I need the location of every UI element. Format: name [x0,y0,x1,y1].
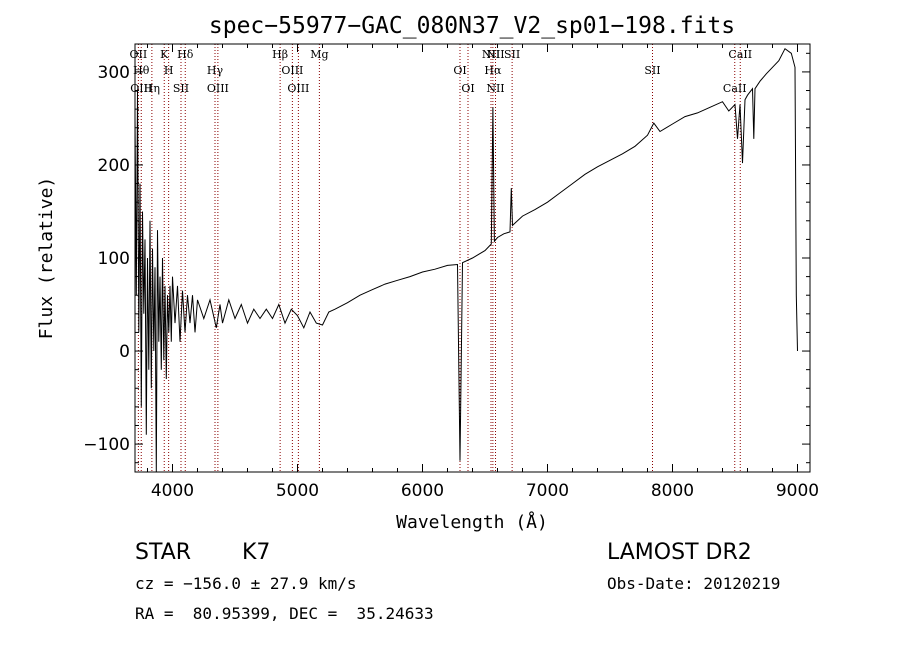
line-label: NII [486,48,504,61]
x-tick-label: 5000 [276,481,319,501]
line-label: CaII [728,48,752,61]
emission-line-markers [137,44,741,472]
y-tick-label: 200 [98,156,130,176]
coordinates-text: RA = 80.95399, DEC = 35.24633 [135,604,434,623]
y-tick-label: 300 [98,63,130,83]
line-label: Mg [310,48,328,61]
line-label: OII [130,48,148,61]
line-label: OI [461,82,474,95]
x-tick-label: 7000 [526,481,569,501]
x-tick-label: 9000 [776,481,819,501]
line-label: CaII [723,82,747,95]
line-label: SII [504,48,520,61]
line-label: Hη [144,82,160,95]
y-tick-label: −100 [83,435,130,455]
redshift-text: cz = −156.0 ± 27.9 km/s [135,574,357,593]
line-label: OIII [281,64,303,77]
line-label: OIII [207,82,229,95]
line-label: OIII [130,82,152,95]
line-label: SII [173,82,189,95]
spectrum-series-line [134,47,798,473]
line-label: NII [486,82,504,95]
y-axis-ticks: −100 0 100 200 300 [83,52,810,464]
x-axis-ticks: 4000 5000 6000 7000 8000 9000 [147,44,819,501]
emission-line-labels: OIIHθOIIIHηKHSIIHδHγOIIIHβOIIIOIIIMgOIOI… [130,48,753,95]
line-label: Hβ [272,48,288,61]
line-label: OIII [287,82,309,95]
y-tick-label: 100 [98,249,130,269]
line-label: Hθ [133,64,150,77]
y-tick-label: 0 [119,342,130,362]
line-label: Hδ [177,48,194,61]
line-label: NII [482,48,500,61]
line-label: Hγ [207,64,224,77]
line-label: H [164,64,174,77]
x-tick-label: 8000 [651,481,694,501]
y-axis-label: Flux (relative) [36,177,57,340]
line-label: K [160,48,169,61]
line-label: Hα [484,64,502,77]
object-class-label: STAR [135,540,192,565]
line-label: SII [644,64,660,77]
subclass-label: K7 [242,540,271,565]
x-tick-label: 6000 [401,481,444,501]
line-label: OI [453,64,466,77]
x-tick-label: 4000 [151,481,194,501]
chart-title: spec−55977−GAC_080N37_V2_sp01−198.fits [209,13,735,39]
obs-date-text: Obs-Date: 20120219 [607,574,781,593]
x-axis-label: Wavelength (Å) [396,511,548,533]
survey-label: LAMOST DR2 [607,540,752,565]
